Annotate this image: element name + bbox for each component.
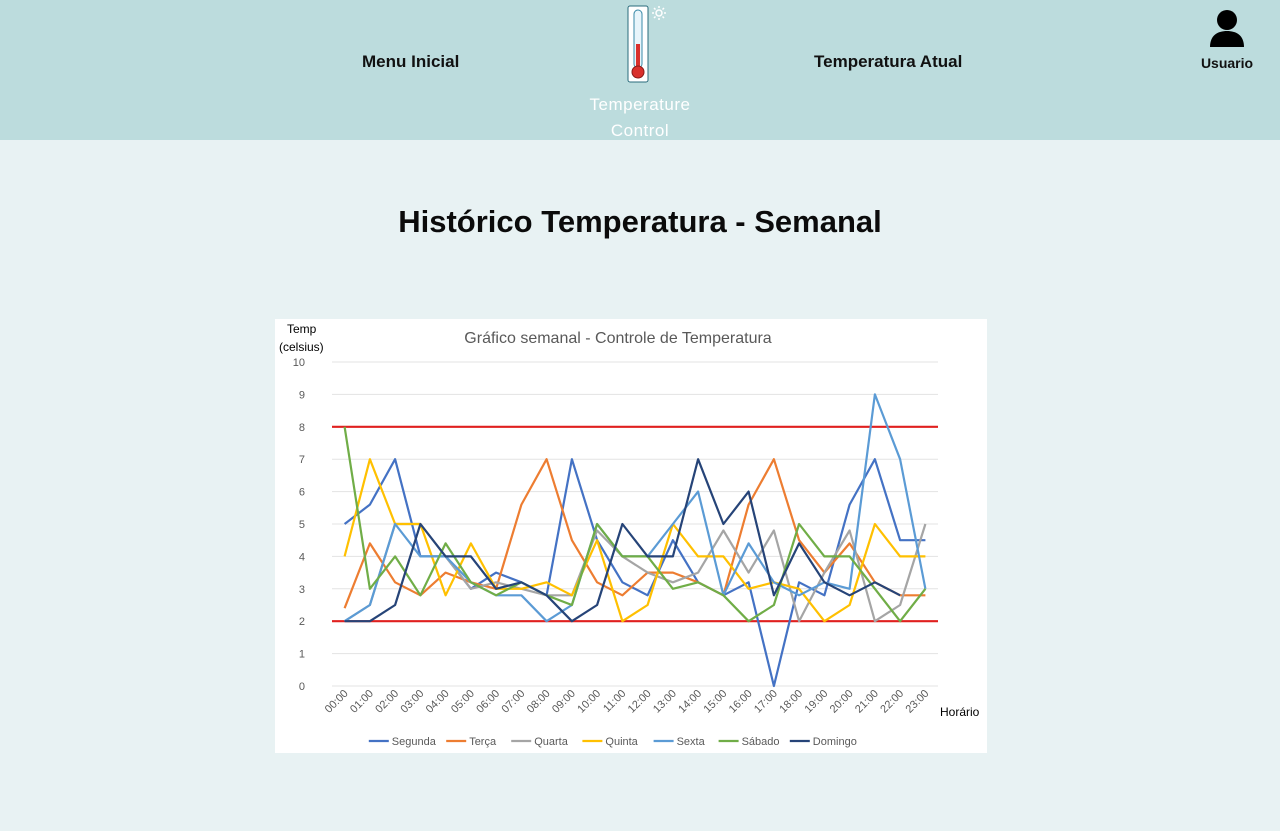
x-tick-label: 05:00 [449, 688, 477, 716]
x-tick-label: 06:00 [474, 688, 502, 716]
x-axis-label: Horário [940, 705, 980, 719]
x-tick-label: 11:00 [601, 688, 628, 715]
y-tick-label: 7 [299, 454, 305, 466]
y-tick-label: 1 [299, 649, 305, 661]
legend-label: Domingo [813, 736, 857, 748]
y-tick-label: 4 [299, 551, 305, 563]
app-logo[interactable]: Temperature Control [560, 4, 720, 140]
legend-label: Sábado [742, 736, 780, 748]
y-axis-label-line-2: (celsius) [279, 340, 324, 354]
legend-label: Terça [469, 736, 497, 748]
x-tick-label: 17:00 [752, 688, 780, 716]
legend-label: Quinta [605, 736, 638, 748]
x-tick-label: 03:00 [399, 688, 427, 716]
x-tick-label: 01:00 [348, 688, 376, 716]
weekly-temperature-chart: Gráfico semanal - Controle de Temperatur… [275, 319, 987, 753]
logo-text: Temperature Control [560, 92, 720, 144]
x-tick-label: 14:00 [676, 688, 704, 716]
x-tick-label: 13:00 [651, 688, 679, 716]
user-icon [1210, 10, 1244, 47]
y-axis-label-line-1: Temp [287, 322, 317, 336]
x-tick-label: 15:00 [702, 688, 730, 716]
legend-label: Sexta [677, 736, 706, 748]
y-tick-label: 8 [299, 422, 305, 434]
series-line-quinta [343, 458, 926, 623]
legend-label: Quarta [534, 736, 569, 748]
page-title: Histórico Temperatura - Semanal [398, 204, 882, 239]
x-tick-label: 16:00 [727, 688, 755, 716]
x-tick-label: 09:00 [550, 688, 578, 716]
y-tick-label: 3 [299, 584, 305, 596]
x-tick-label: 07:00 [500, 688, 528, 716]
x-tick-label: 02:00 [373, 688, 401, 716]
x-tick-label: 08:00 [525, 688, 553, 716]
y-tick-label: 10 [293, 357, 305, 369]
y-tick-label: 5 [299, 519, 305, 531]
legend-label: Segunda [392, 736, 437, 748]
x-tick-label: 23:00 [904, 688, 932, 716]
series-line-terca [343, 458, 926, 609]
x-tick-label: 04:00 [424, 688, 452, 716]
series-line-domingo [344, 458, 901, 623]
series-line-sexta [344, 393, 927, 623]
y-tick-label: 6 [299, 487, 305, 499]
x-tick-label: 21:00 [853, 688, 881, 716]
logo-line-2: Control [610, 121, 670, 140]
user-menu[interactable]: Usuario [1192, 8, 1262, 71]
chart-svg: Gráfico semanal - Controle de Temperatur… [279, 322, 980, 748]
y-tick-label: 0 [299, 681, 305, 693]
thermometer-icon [627, 5, 666, 83]
x-tick-label: 12:00 [626, 688, 654, 716]
logo-line-1: Temperature [589, 95, 691, 114]
y-tick-label: 9 [299, 389, 305, 401]
user-label: Usuario [1200, 55, 1254, 71]
chart-title: Gráfico semanal - Controle de Temperatur… [464, 330, 772, 347]
top-navbar: Menu Inicial Temperature Control Te [0, 0, 1280, 140]
y-tick-label: 2 [299, 616, 305, 628]
x-tick-label: 20:00 [828, 688, 856, 716]
x-tick-label: 18:00 [777, 688, 805, 716]
x-tick-label: 00:00 [323, 688, 351, 716]
nav-temperatura-atual[interactable]: Temperatura Atual [814, 52, 963, 71]
x-tick-label: 10:00 [575, 688, 603, 716]
nav-menu-inicial[interactable]: Menu Inicial [362, 52, 460, 71]
x-tick-label: 22:00 [878, 688, 906, 716]
x-tick-label: 19:00 [803, 688, 831, 716]
